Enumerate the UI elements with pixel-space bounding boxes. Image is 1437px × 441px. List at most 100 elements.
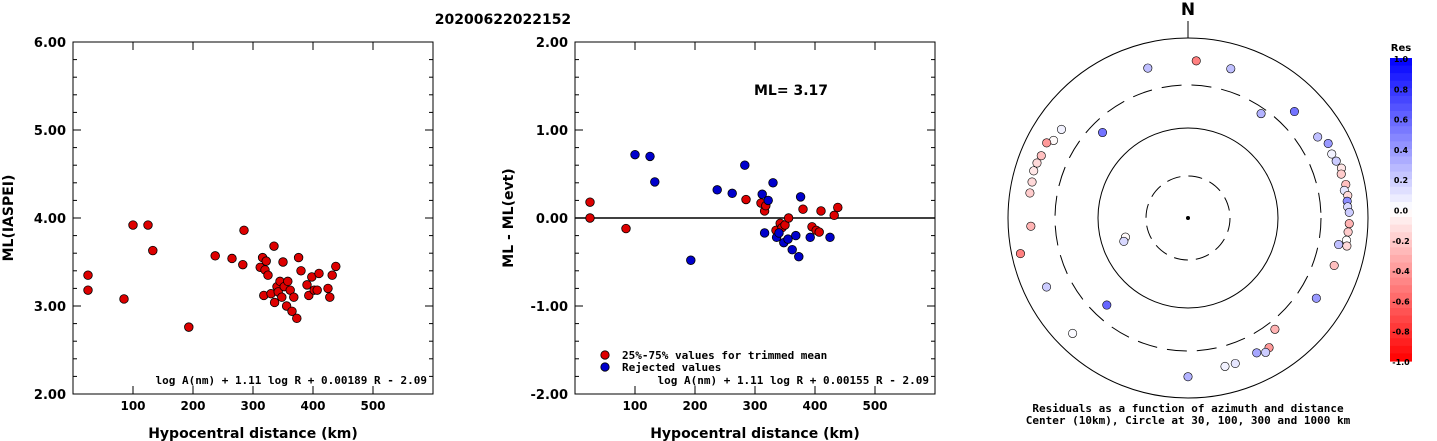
y-tick-label: 2.00 [536,36,568,51]
map-caption-line2: Center (10km), Circle at 30, 100, 300 an… [1026,414,1351,427]
colorbar-tick-label: -0.2 [1392,237,1410,246]
data-point [712,185,722,195]
data-point [621,223,631,234]
data-point [763,195,773,206]
colorbar-segment [1390,353,1412,362]
station-marker [1344,207,1354,217]
colorbar-segment [1390,156,1412,165]
colorbar-tick-label: 0.6 [1394,116,1409,125]
colorbar-segment [1390,330,1412,339]
colorbar-segment [1390,345,1412,355]
station-marker [1032,158,1042,168]
station-marker [1220,361,1230,371]
colorbar-segment [1390,80,1412,89]
data-point [210,251,220,261]
station-marker [1068,328,1078,338]
data-point [768,178,778,188]
data-point [331,261,341,272]
ml-annotation: ML= 3.17 [754,83,828,99]
data-point [774,228,784,238]
data-point [757,189,767,199]
colorbar-segment [1390,111,1412,120]
data-point [263,270,273,280]
station-marker [1029,166,1039,176]
station-marker [1056,124,1066,134]
legend-label-rejected: Rejected values [622,361,721,374]
station-marker [1261,347,1271,357]
data-point [794,252,804,262]
data-point [783,234,793,244]
station-marker [1098,128,1108,138]
circle-100km [1097,127,1279,309]
colorbar-segment [1390,262,1412,271]
legend-marker-trimmed [600,350,610,360]
station-marker [1311,293,1321,303]
data-point [293,252,304,263]
magnitude-vs-distance-chart: 100 200 300 400 500 2.00 3.00 4.00 5.00 6.00 Hypo… [1,36,434,441]
data-point [128,220,138,230]
data-point [325,292,335,302]
map-caption-line1: Residuals as a function of azimuth and d… [1032,402,1344,415]
data-point [814,227,824,237]
data-point [83,270,93,280]
station-marker [1344,219,1354,229]
x-tick-label: 500 [862,399,887,413]
formula-label: log A(nm) + 1.11 log R + 0.00155 R - 2.0… [657,374,929,387]
data-point [741,194,751,205]
data-point [759,228,770,238]
data-point [585,197,595,207]
colorbar-segment [1390,171,1412,180]
x-tick-label: 200 [682,399,707,413]
station-marker [1343,227,1353,237]
data-point [312,285,322,295]
colorbar-tick-label: 0.4 [1394,146,1409,155]
colorbar-segment [1390,285,1412,294]
residual-vs-distance-chart: 100 200 300 400 500 -2.00 -1.00 0.00 1.00 2.00 ML… [501,36,936,441]
data-point [585,213,595,223]
colorbar-segment [1390,209,1412,218]
data-point [261,256,271,266]
station-marker [1226,64,1236,74]
data-point [269,241,279,251]
x-tick-label: 400 [802,399,827,413]
station-marker [1042,282,1052,292]
colorbar-segment [1390,164,1412,173]
station-marker [1323,138,1333,148]
data-point [787,244,797,255]
station-marker [1230,358,1240,368]
station-marker [1015,249,1025,259]
data-point [795,192,806,202]
data-point [278,257,288,267]
colorbar-segment [1390,338,1412,347]
data-point [238,259,248,270]
station-marker [1191,56,1201,66]
data-point [630,149,640,160]
x-tick-label: 500 [360,399,385,413]
station-marker [1042,138,1052,148]
colorbar-segment [1390,217,1412,226]
data-point [143,220,153,230]
y-tick-label: 0.00 [536,212,568,227]
station-marker [1027,177,1037,187]
station-marker [1329,261,1339,271]
colorbar-tick-label: -0.6 [1392,297,1410,306]
formula-label: log A(nm) + 1.11 log R + 0.00189 R - 2.0… [155,374,427,387]
station-marker [1119,236,1129,246]
circle-300km [1054,84,1322,352]
colorbar-tick-label: 1.0 [1394,55,1409,64]
station-marker [1336,169,1346,179]
event-center [1186,216,1190,220]
data-point [239,225,249,236]
y-axis-label: ML(IASPEI) [1,175,17,262]
data-point [816,206,826,216]
colorbar-segment [1390,247,1412,256]
colorbar-title: Res [1391,43,1411,54]
colorbar-segment [1390,239,1412,248]
data-point [829,210,839,221]
data-point [302,280,312,290]
legend-marker-rejected [600,362,610,372]
station-marker [1183,372,1193,382]
legend-label-trimmed: 25%-75% values for trimmed mean [622,349,827,362]
station-marker [1313,132,1323,142]
colorbar-tick-label: 0.2 [1394,176,1408,185]
